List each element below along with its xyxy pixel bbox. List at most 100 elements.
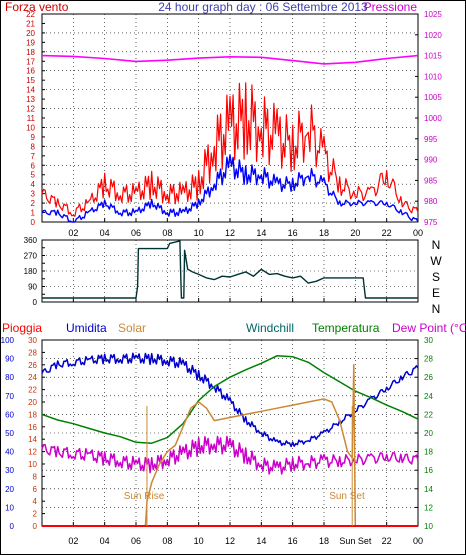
compass-e: E xyxy=(432,286,440,300)
temp-right-ytick-label: 20 xyxy=(424,429,433,438)
direction-ytick-label: 0 xyxy=(33,298,38,307)
temp-right-ytick-label: 22 xyxy=(424,410,433,419)
wind-ytick-label: 19 xyxy=(26,38,35,47)
humidity-line xyxy=(41,352,419,448)
temp-left-ytick-label: 4 xyxy=(33,497,38,506)
compass-n-top: N xyxy=(432,238,441,252)
wind-ytick-label: 1 xyxy=(31,209,36,218)
wind-xtick-label: 04 xyxy=(100,228,110,238)
wind-ytick-label: 22 xyxy=(26,10,35,19)
temp-xtick-label: 22 xyxy=(382,536,392,546)
legend: Pioggia Umidita Solar Windchill Temperat… xyxy=(2,321,466,335)
temp-xtick-label: 02 xyxy=(68,536,78,546)
wind-speed-line xyxy=(41,154,419,223)
wind-xtick-label: 06 xyxy=(131,228,141,238)
sun-set-annotation: Sun Set xyxy=(329,491,365,502)
temp-left-ytick-label: 30 xyxy=(28,336,37,345)
wind-ytick-label: 15 xyxy=(26,76,35,85)
wind-xtick-label: 12 xyxy=(225,228,235,238)
temp-right-ytick-label: 24 xyxy=(424,392,433,401)
wind-ytick-label: 0 xyxy=(31,218,36,227)
temp-right-ytick-label: 26 xyxy=(424,373,433,382)
humidity-ytick-label: 40 xyxy=(5,448,14,457)
wind-xtick-label: 18 xyxy=(319,228,329,238)
wind-ytick-label: 16 xyxy=(26,67,35,76)
legend-temperatura: Temperatura xyxy=(312,321,380,335)
temp-left-ytick-label: 8 xyxy=(33,472,38,481)
wind-xtick-label: 20 xyxy=(350,228,360,238)
temp-xtick-label: 14 xyxy=(256,536,266,546)
temp-right-ytick-label: 18 xyxy=(424,448,433,457)
pressure-label: Pressione xyxy=(364,0,418,14)
legend-windchill: Windchill xyxy=(246,321,294,335)
wind-ytick-label: 7 xyxy=(31,152,36,161)
humidity-ytick-label: 0 xyxy=(10,522,15,531)
wind-xtick-label: 10 xyxy=(194,228,204,238)
legend-umidita: Umidita xyxy=(66,321,107,335)
sun-rise-annotation: Sun Rise xyxy=(124,491,165,502)
wind-direction-line xyxy=(42,240,418,299)
wind-xtick-label: 08 xyxy=(162,228,172,238)
wind-ytick-label: 10 xyxy=(26,123,35,132)
wind-xtick-label: 16 xyxy=(288,228,298,238)
wind-ytick-label: 17 xyxy=(26,57,35,66)
chart-title: 24 hour graph day : 06 Settembre 2013 xyxy=(158,0,368,14)
temp-left-ytick-label: 0 xyxy=(33,522,38,531)
pressure-ytick-label: 1020 xyxy=(424,31,442,40)
humidity-ytick-label: 90 xyxy=(5,355,14,364)
pressure-line xyxy=(41,54,419,65)
direction-ytick-label: 90 xyxy=(28,283,37,292)
humidity-ytick-label: 100 xyxy=(1,336,15,345)
wind-ytick-label: 21 xyxy=(26,19,35,28)
temp-xtick-label: 00 xyxy=(413,536,423,546)
wind-ytick-label: 18 xyxy=(26,48,35,57)
temp-xtick-label: 16 xyxy=(288,536,298,546)
pressure-ytick-label: 1025 xyxy=(424,10,442,19)
humidity-ytick-label: 70 xyxy=(5,392,14,401)
temp-xtick-label: 10 xyxy=(194,536,204,546)
temp-xtick-label: 18 xyxy=(319,536,329,546)
wind-ytick-label: 12 xyxy=(26,105,35,114)
temperature-line xyxy=(41,355,419,444)
temp-left-ytick-label: 20 xyxy=(28,398,37,407)
temp-right-ytick-label: 14 xyxy=(424,485,433,494)
humidity-ytick-label: 80 xyxy=(5,373,14,382)
wind-xtick-label: 00 xyxy=(413,228,423,238)
legend-solar: Solar xyxy=(118,321,146,335)
wind-ytick-label: 13 xyxy=(26,95,35,104)
compass-labels: N W S E N xyxy=(430,238,442,316)
humidity-ytick-label: 20 xyxy=(5,485,14,494)
wind-gust-line xyxy=(41,82,419,217)
pressure-ytick-label: 1010 xyxy=(424,72,442,81)
temp-left-ytick-label: 10 xyxy=(28,460,37,469)
pressure-ytick-label: 975 xyxy=(424,218,438,227)
wind-xtick-label: 22 xyxy=(382,228,392,238)
temp-left-ytick-label: 12 xyxy=(28,448,37,457)
pressure-ytick-label: 985 xyxy=(424,176,438,185)
pressure-ytick-label: 990 xyxy=(424,156,438,165)
temp-xtick-label: 06 xyxy=(131,536,141,546)
pressure-ytick-label: 980 xyxy=(424,197,438,206)
humidity-ytick-label: 10 xyxy=(5,503,14,512)
pressure-ytick-label: 995 xyxy=(424,135,438,144)
legend-dew-point: Dew Point (°C) xyxy=(392,321,466,335)
wind-ytick-label: 9 xyxy=(31,133,36,142)
wind-ytick-label: 4 xyxy=(31,180,36,189)
temp-left-ytick-label: 14 xyxy=(28,435,37,444)
wind-xtick-label: 02 xyxy=(68,228,78,238)
temp-right-ytick-label: 30 xyxy=(424,336,433,345)
temp-left-ytick-label: 28 xyxy=(28,348,37,357)
temp-left-ytick-label: 2 xyxy=(33,510,38,519)
compass-n-bottom: N xyxy=(432,302,441,316)
temp-left-ytick-label: 24 xyxy=(28,373,37,382)
temp-right-ytick-label: 10 xyxy=(424,522,433,531)
temp-left-ytick-label: 22 xyxy=(28,386,37,395)
temp-xtick-label: 12 xyxy=(225,536,235,546)
wind-xtick-label: 14 xyxy=(256,228,266,238)
temp-xtick-label: 04 xyxy=(100,536,110,546)
temp-xtick-label: 08 xyxy=(162,536,172,546)
temp-left-ytick-label: 18 xyxy=(28,410,37,419)
solar-line xyxy=(42,364,418,527)
compass-s: S xyxy=(432,270,440,284)
